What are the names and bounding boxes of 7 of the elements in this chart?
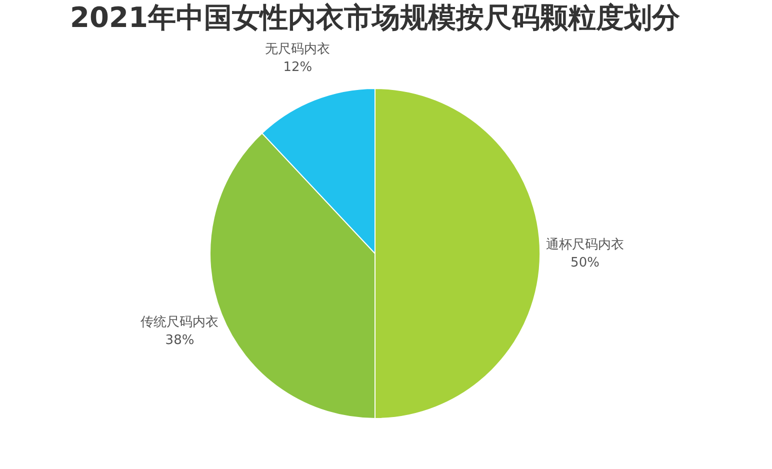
slice-label: 无尺码内衣 <box>265 42 330 58</box>
data-label: 12% <box>283 60 312 76</box>
data-label: 50% <box>570 256 600 270</box>
slice-label: 通杯尺码内衣 <box>546 238 624 252</box>
slice-label: 传统尺码内衣 <box>140 314 219 330</box>
chart-title: 2021年中国女性内衣市场规模按尺码颗粒度划分 <box>70 1 681 34</box>
data-label: 38% <box>165 332 194 348</box>
